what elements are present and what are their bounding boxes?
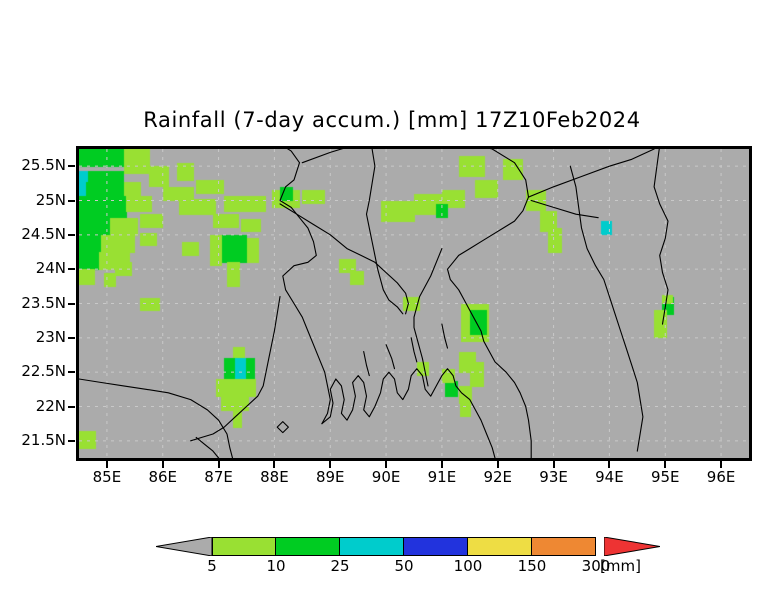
x-axis-label: 87E	[204, 468, 233, 486]
x-axis-tick	[552, 461, 555, 468]
x-axis-tick	[608, 461, 611, 468]
x-axis-tick	[273, 461, 276, 468]
y-axis-label: 24.5N	[21, 224, 66, 243]
colorbar-tick-label: 25	[330, 557, 350, 575]
colorbar-segment	[212, 537, 276, 556]
x-axis-tick	[440, 461, 443, 468]
x-axis-label: 93E	[539, 468, 568, 486]
y-axis-label: 25N	[35, 190, 66, 209]
colorbar-segment	[468, 537, 532, 556]
x-axis-tick	[385, 461, 388, 468]
colorbar-units-label: [mm]	[600, 557, 641, 575]
x-axis-label: 89E	[315, 468, 345, 486]
y-axis-tick	[68, 439, 75, 442]
y-axis-tick	[68, 336, 75, 339]
colorbar: 5 10 25 50 100 150 300 [mm]	[0, 532, 784, 592]
x-axis-label: 85E	[92, 468, 122, 486]
x-axis-tick	[664, 461, 667, 468]
colorbar-tick-label: 50	[394, 557, 414, 575]
y-axis-label: 25.5N	[21, 156, 66, 175]
page-title: Rainfall (7-day accum.) [mm] 17Z10Feb202…	[143, 108, 641, 132]
x-axis-label: 88E	[260, 468, 289, 486]
x-axis-tick	[161, 461, 164, 468]
colorbar-segments	[212, 537, 596, 556]
y-axis-tick	[68, 233, 75, 236]
colorbar-segment	[532, 537, 596, 556]
x-axis-tick	[496, 461, 499, 468]
y-axis-label: 23.5N	[21, 293, 66, 312]
x-axis-tick	[105, 461, 108, 468]
y-axis-label: 24N	[35, 259, 66, 278]
y-axis-tick	[68, 165, 75, 168]
x-axis-label: 96E	[706, 468, 736, 486]
x-axis-label: 86E	[148, 468, 178, 486]
y-axis-tick	[68, 405, 75, 408]
x-axis-tick	[329, 461, 332, 468]
y-axis-label: 22N	[35, 396, 66, 415]
colorbar-segment	[404, 537, 468, 556]
x-axis-tick	[217, 461, 220, 468]
colorbar-over-arrow	[604, 537, 660, 556]
y-axis-tick	[68, 302, 75, 305]
colorbar-under-arrow	[156, 537, 212, 556]
colorbar-segment	[340, 537, 404, 556]
colorbar-tick-label: 5	[207, 557, 217, 575]
y-axis-label: 23N	[35, 327, 66, 346]
y-axis-tick	[68, 371, 75, 374]
x-axis-label: 95E	[650, 468, 680, 486]
x-axis-label: 90E	[371, 468, 401, 486]
colorbar-tick-label: 150	[517, 557, 547, 575]
y-axis-tick	[68, 199, 75, 202]
colorbar-tick-label: 300	[581, 557, 611, 575]
x-axis-label: 91E	[427, 468, 457, 486]
colorbar-tick-label: 100	[453, 557, 483, 575]
colorbar-segment	[276, 537, 340, 556]
colorbar-tick-label: 10	[266, 557, 286, 575]
x-axis-tick	[720, 461, 723, 468]
map-plot-area	[76, 146, 752, 461]
y-axis-tick	[68, 268, 75, 271]
rainfall-raster	[79, 149, 749, 458]
y-axis-label: 21.5N	[21, 430, 66, 449]
y-axis-label: 22.5N	[21, 362, 66, 381]
x-axis-label: 92E	[483, 468, 513, 486]
x-axis-label: 94E	[595, 468, 624, 486]
